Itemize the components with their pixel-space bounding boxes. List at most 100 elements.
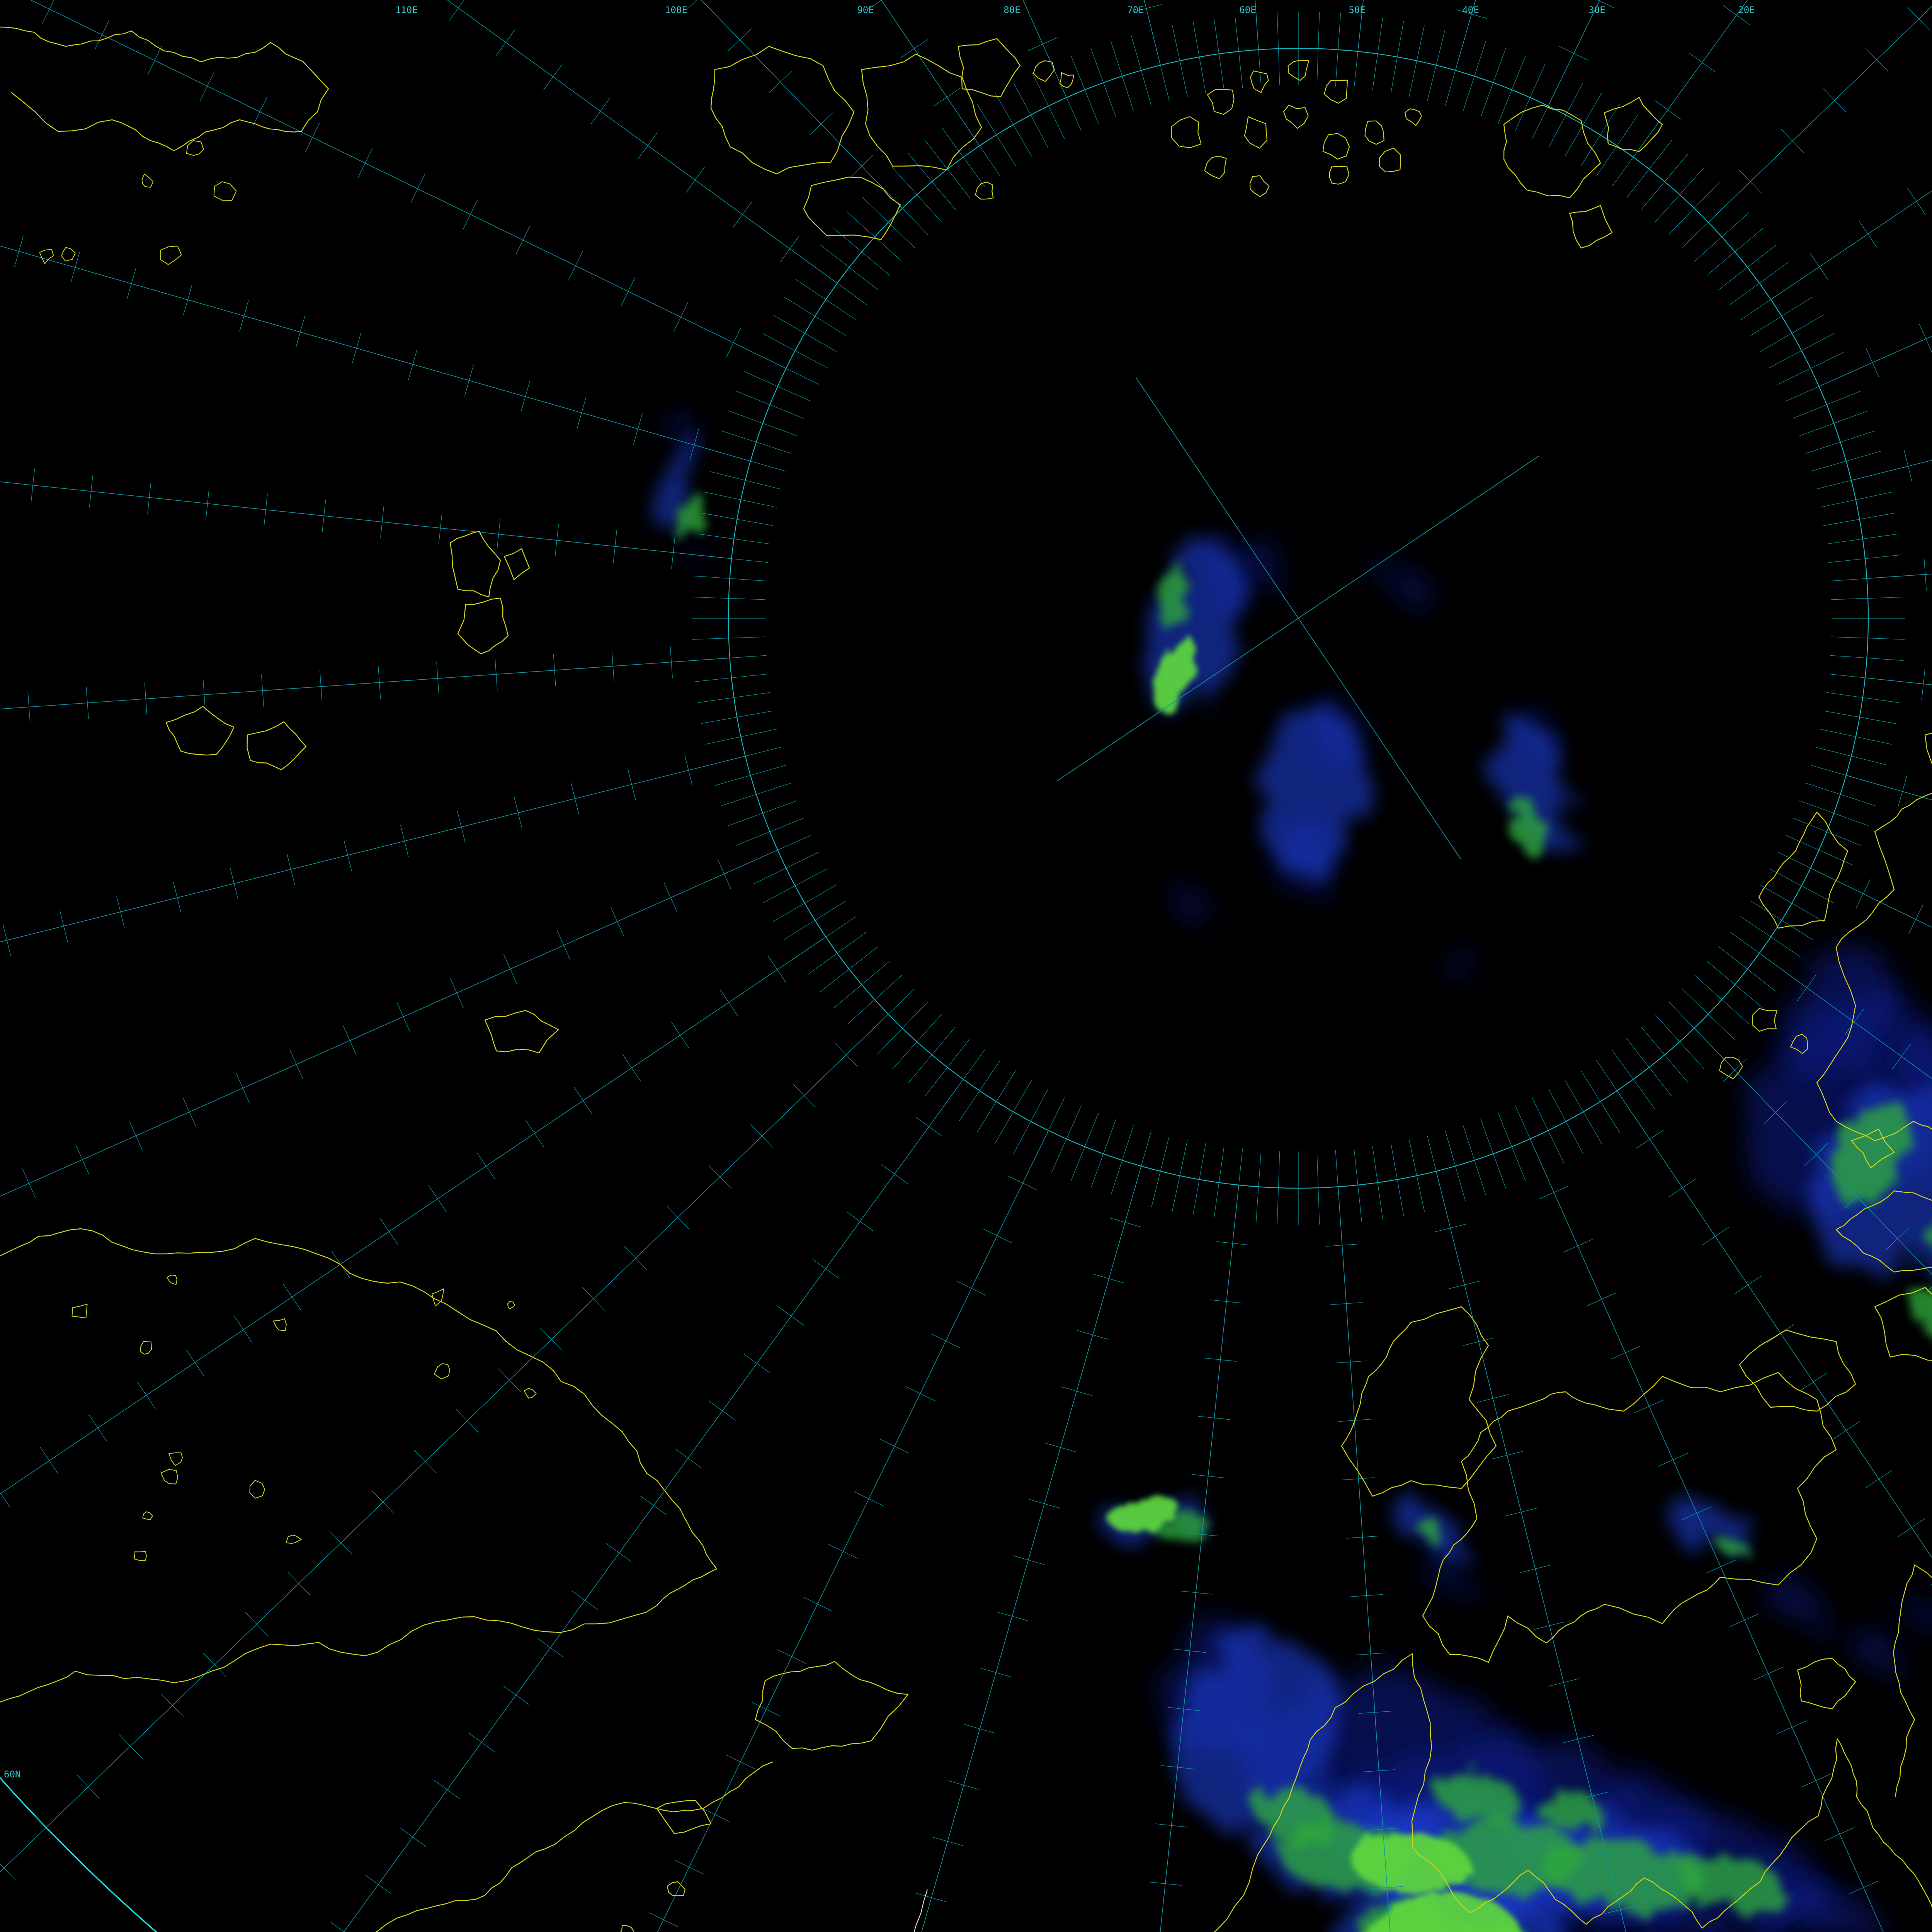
meridian-lat-tick bbox=[982, 1228, 1012, 1243]
meridian-lat-tick bbox=[948, 1780, 980, 1790]
meridian-lat-tick bbox=[378, 666, 381, 699]
meridian-lat-tick bbox=[497, 518, 501, 551]
lake bbox=[133, 1551, 147, 1561]
circle80-tick bbox=[876, 1002, 928, 1055]
meridian-line bbox=[1617, 1090, 1932, 1558]
meridian-lat-tick bbox=[768, 70, 793, 94]
meridian-lat-tick bbox=[1505, 1508, 1537, 1516]
so2-plume bbox=[1351, 1833, 1471, 1894]
meridian-lat-tick bbox=[456, 1409, 479, 1433]
circle80-tick bbox=[1255, 1150, 1262, 1224]
meridian-line bbox=[0, 1014, 889, 1872]
so2-plume bbox=[1680, 1855, 1784, 1910]
meridian-lat-tick bbox=[557, 930, 571, 961]
meridian-line bbox=[1708, 6, 1932, 223]
meridian-lat-tick bbox=[1548, 1678, 1580, 1687]
circle80-tick bbox=[1071, 1112, 1099, 1181]
meridian-lat-tick bbox=[1198, 1416, 1231, 1420]
coastline-boothia-peninsula bbox=[1893, 1564, 1932, 1798]
meridian-lat-tick bbox=[750, 1124, 774, 1148]
meridian-lat-tick bbox=[1825, 1827, 1855, 1841]
circle80-tick bbox=[1316, 12, 1320, 85]
meridian-lat-tick bbox=[1907, 187, 1926, 215]
meridian-line bbox=[1867, 573, 1932, 579]
circle80-tick bbox=[1480, 1119, 1506, 1189]
meridian-lat-tick bbox=[34, 1815, 58, 1840]
meridian-lat-tick bbox=[1161, 1765, 1194, 1769]
meridian-lat-tick bbox=[1832, 1421, 1860, 1440]
circle80-tick bbox=[1172, 1139, 1188, 1212]
meridian-lat-tick bbox=[116, 896, 125, 928]
coastline-cornwallis-island bbox=[1851, 1128, 1895, 1168]
graticule-label: 50E bbox=[1349, 5, 1365, 15]
island bbox=[1171, 116, 1202, 148]
meridian-lat-tick bbox=[1669, 1179, 1696, 1197]
meridian-lat-tick bbox=[261, 674, 264, 707]
meridian-lat-tick bbox=[628, 769, 636, 801]
island bbox=[620, 1925, 634, 1932]
coastline-layer bbox=[0, 26, 1932, 1932]
meridian-lat-tick bbox=[1590, 1849, 1622, 1857]
meridian-lat-tick bbox=[1519, 1565, 1551, 1573]
circle80-tick bbox=[862, 196, 915, 248]
meridian-lat-tick bbox=[1173, 1649, 1206, 1653]
meridian-lat-tick bbox=[42, 0, 54, 24]
so2-plume bbox=[1541, 1839, 1706, 1911]
circle80-tick bbox=[820, 946, 878, 992]
meridian-lat-tick bbox=[161, 1694, 184, 1718]
coastline-victoria-island bbox=[1422, 1372, 1837, 1663]
coastline-alaska-west-coast bbox=[374, 1761, 774, 1932]
meridian-lat-tick bbox=[571, 782, 579, 815]
circle80-tick bbox=[1668, 182, 1720, 235]
circle80-tick bbox=[753, 852, 819, 884]
meridian-line bbox=[0, 481, 732, 559]
meridian-lat-tick bbox=[503, 954, 517, 984]
meridian-lat-tick bbox=[1362, 1769, 1395, 1772]
meridian-lat-tick bbox=[1061, 1386, 1092, 1396]
meridian-lat-tick bbox=[777, 1649, 807, 1664]
lake bbox=[434, 1363, 451, 1379]
graticule-label: 80E bbox=[1003, 5, 1020, 15]
meridian-lat-tick bbox=[685, 167, 705, 194]
circle80-tick bbox=[1335, 13, 1341, 87]
meridian-lat-tick bbox=[3, 924, 11, 956]
circle80-tick bbox=[1463, 41, 1486, 111]
meridian-lat-tick bbox=[463, 199, 478, 229]
meridian-lat-tick bbox=[1921, 668, 1925, 700]
so2-plume bbox=[1170, 1636, 1343, 1828]
meridian-lat-tick bbox=[476, 1152, 496, 1180]
meridian-lat-tick bbox=[1859, 220, 1878, 248]
so2-plume bbox=[1910, 1294, 1932, 1350]
meridian-lat-tick bbox=[1477, 1394, 1509, 1403]
island bbox=[1249, 175, 1270, 197]
meridian-lat-tick bbox=[1342, 1477, 1375, 1480]
graticule-label: 70E bbox=[1127, 5, 1144, 15]
graticule-label: 20E bbox=[1738, 5, 1755, 15]
meridian-lat-tick bbox=[1689, 53, 1716, 72]
meridian-lat-tick bbox=[553, 654, 556, 687]
circle80-tick bbox=[1192, 20, 1206, 94]
meridian-lat-tick bbox=[850, 155, 874, 178]
graticule-label: 90E bbox=[857, 5, 874, 15]
meridian-lat-tick bbox=[803, 1597, 832, 1612]
meridian-lat-tick bbox=[1456, 9, 1487, 19]
meridian-lat-tick bbox=[809, 112, 833, 136]
circle80-tick bbox=[941, 127, 985, 187]
meridian-lat-tick bbox=[344, 839, 352, 871]
circle80-tick bbox=[709, 471, 781, 490]
meridian-lat-tick bbox=[673, 302, 688, 332]
meridian-lat-tick bbox=[0, 1863, 16, 1880]
meridian-line bbox=[343, 1079, 964, 1932]
circle80-tick bbox=[1580, 1070, 1620, 1133]
meridian-line bbox=[1022, 0, 1067, 98]
meridian-lat-tick bbox=[0, 1492, 10, 1507]
circle80-tick bbox=[908, 153, 956, 210]
circle80-tick bbox=[1277, 1151, 1280, 1225]
meridian-lat-tick bbox=[1326, 1243, 1359, 1247]
meridian-lat-tick bbox=[555, 524, 559, 557]
meridian-lat-tick bbox=[468, 1733, 495, 1752]
meridian-lat-tick bbox=[89, 475, 93, 508]
meridian-lat-tick bbox=[1204, 1357, 1237, 1362]
circle80-tick bbox=[1769, 868, 1834, 903]
